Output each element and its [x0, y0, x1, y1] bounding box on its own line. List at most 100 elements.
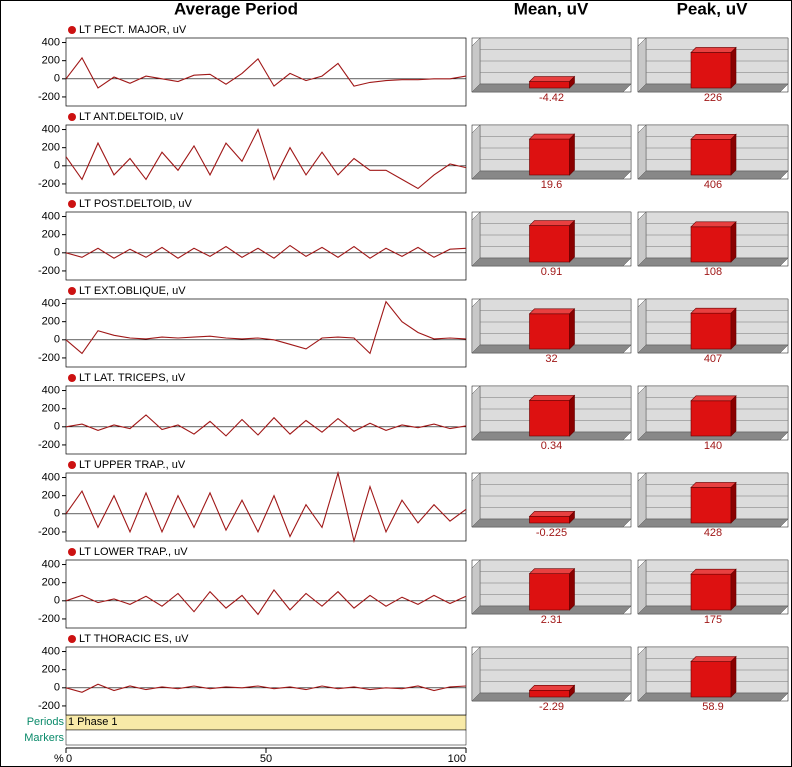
channel-title: LT UPPER TRAP., uV — [79, 459, 186, 471]
bar-side — [730, 395, 737, 437]
bar — [529, 400, 570, 437]
bar-value-label: 108 — [704, 266, 722, 278]
bar — [529, 313, 570, 350]
bar-side-wall — [471, 385, 481, 441]
bar-side-wall — [471, 559, 481, 615]
plot-box — [65, 559, 467, 629]
channel-dot — [68, 200, 76, 208]
channel-dot — [68, 635, 76, 643]
y-tick-label: 200 — [42, 316, 60, 328]
waveform — [65, 414, 467, 437]
bar — [690, 226, 732, 263]
bar-top — [528, 76, 576, 82]
y-tick-label: 400 — [42, 123, 60, 135]
bar-side — [730, 307, 737, 350]
bar-value-label: 2.31 — [541, 614, 562, 626]
bar-side-wall — [637, 298, 647, 354]
channel-title: LT POST.DELTOID, uV — [79, 198, 193, 210]
title: Average Period — [174, 0, 298, 18]
bar — [529, 138, 570, 176]
bar-top — [528, 395, 576, 401]
y-tick-label: 200 — [42, 490, 60, 502]
bar-value-label: -4.42 — [539, 92, 564, 104]
bar — [529, 573, 570, 611]
bar-top — [690, 482, 737, 488]
channel-title: LT LAT. TRICEPS, uV — [79, 372, 186, 384]
bar-top — [690, 221, 737, 228]
bar-top — [690, 133, 737, 140]
bar-side — [730, 46, 737, 89]
bar-side — [569, 510, 575, 524]
bar-value-label: 175 — [704, 614, 722, 626]
bar-top — [690, 395, 737, 402]
bar-side-wall — [637, 124, 647, 180]
y-tick-label: 200 — [42, 664, 60, 676]
bar — [529, 225, 570, 263]
y-tick-label: -200 — [38, 700, 60, 712]
plot-box — [65, 298, 467, 368]
y-tick-label: -200 — [38, 91, 60, 103]
bar-top — [690, 307, 737, 314]
bar-value-label: -2.29 — [539, 701, 564, 713]
channel-dot — [68, 287, 76, 295]
y-tick-label: -200 — [38, 265, 60, 277]
bar-value-label: 0.91 — [541, 266, 562, 278]
bar-side-wall — [637, 37, 647, 93]
bar-value-label: 0.34 — [541, 440, 562, 452]
channel-dot — [68, 548, 76, 556]
bar-top — [528, 568, 576, 575]
x-tick-label: 0 — [66, 753, 72, 765]
bar-top — [528, 308, 576, 315]
bar-side — [569, 308, 575, 350]
plot-box — [65, 211, 467, 281]
x-axis-label: % — [54, 753, 64, 765]
y-tick-label: 0 — [54, 334, 60, 346]
channel-dot — [68, 113, 76, 121]
y-tick-label: 200 — [42, 577, 60, 589]
y-tick-label: 400 — [42, 558, 60, 570]
x-tick-label: 100 — [448, 753, 466, 765]
x-tick-label: 50 — [260, 753, 272, 765]
waveform — [65, 56, 467, 89]
bar-side — [730, 133, 737, 176]
y-tick-label: 200 — [42, 142, 60, 154]
bar-side-wall — [637, 385, 647, 441]
bar-side-wall — [471, 124, 481, 180]
y-tick-label: -200 — [38, 613, 60, 625]
bar-value-label: 19.6 — [541, 179, 562, 191]
channel-dot — [68, 26, 76, 34]
bar-side — [569, 684, 575, 698]
bar-side — [569, 219, 575, 263]
bar — [690, 400, 732, 437]
bar-side-wall — [471, 37, 481, 93]
bar — [690, 312, 732, 350]
bar — [529, 81, 570, 89]
y-tick-label: 0 — [54, 160, 60, 172]
waveform — [65, 128, 467, 190]
y-tick-label: 0 — [54, 595, 60, 607]
bar-value-label: 406 — [704, 179, 722, 191]
plot-box — [65, 472, 467, 542]
bar-top — [690, 568, 737, 575]
bar-side-wall — [637, 646, 647, 702]
channel-title: LT EXT.OBLIQUE, uV — [79, 285, 186, 297]
bar-value-label: 140 — [704, 440, 722, 452]
y-tick-label: 0 — [54, 421, 60, 433]
bar — [690, 661, 732, 698]
mean-header: Mean, uV — [514, 0, 589, 18]
bar-side-wall — [471, 211, 481, 267]
bar-top — [528, 220, 576, 226]
bar-value-label: 407 — [704, 353, 722, 365]
y-tick-label: 200 — [42, 229, 60, 241]
period-bar — [65, 714, 467, 731]
bar — [690, 573, 732, 611]
bar-value-label: 58.9 — [702, 701, 723, 713]
waveform — [65, 300, 467, 355]
y-tick-label: 400 — [42, 36, 60, 48]
y-tick-label: 400 — [42, 471, 60, 483]
y-tick-label: -200 — [38, 439, 60, 451]
periods-label: Periods — [27, 716, 65, 728]
bar — [529, 516, 570, 524]
bar-value-label: 428 — [704, 527, 722, 539]
plot-box — [65, 646, 467, 716]
